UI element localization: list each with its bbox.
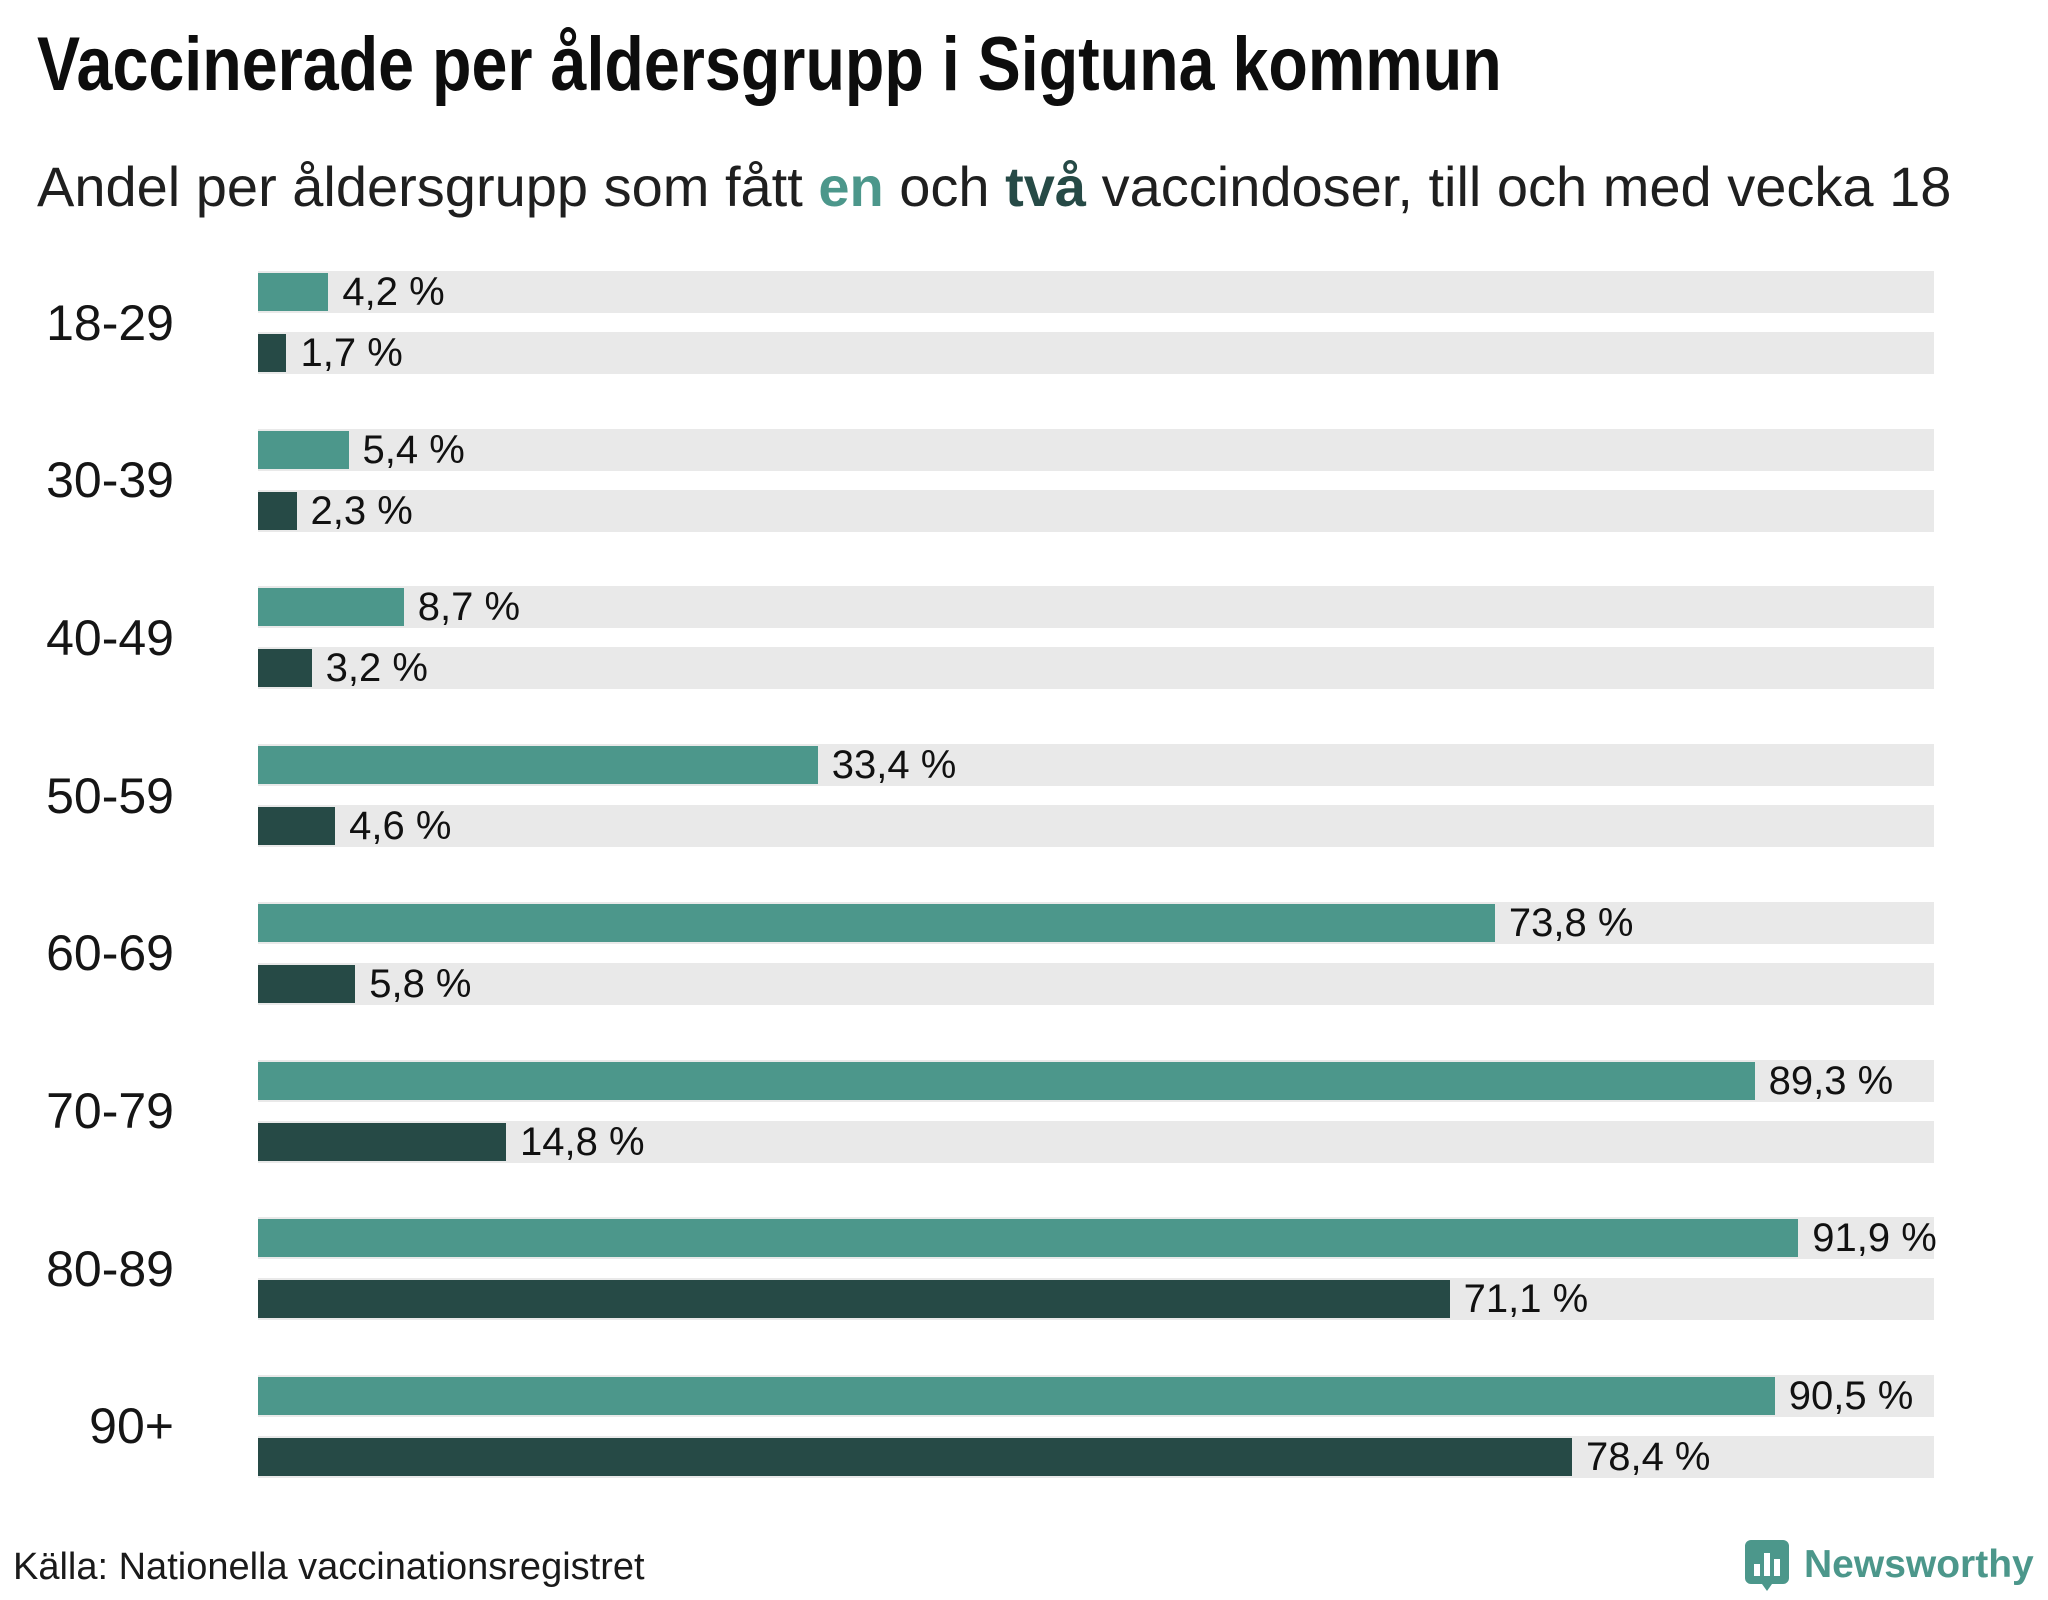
newsworthy-bar-chart-bubble-icon <box>1745 1540 1789 1591</box>
bar-one-dose-40-49 <box>258 588 404 627</box>
category-label-80-89: 80-89 <box>46 1240 174 1297</box>
value-label-two-doses-70-79: 14,8 % <box>520 1119 645 1164</box>
bar-one-dose-90-plus <box>258 1376 1775 1415</box>
bar-two-doses-40-49 <box>258 649 312 688</box>
bar-two-doses-70-79 <box>258 1122 507 1161</box>
legend-label-two-doses: två <box>1005 155 1087 218</box>
bar-two-doses-30-39 <box>258 491 297 530</box>
value-label-two-doses-40-49: 3,2 % <box>325 646 428 691</box>
bar-two-doses-60-69 <box>258 964 356 1003</box>
bar-track-two-doses-30-39 <box>258 489 1934 532</box>
subtitle-text-start: Andel per åldersgrupp som fått <box>37 155 803 218</box>
bar-track-two-doses-50-59 <box>258 805 1934 848</box>
category-label-50-59: 50-59 <box>46 767 174 824</box>
value-label-one-dose-18-29: 4,2 % <box>342 270 445 314</box>
newsworthy-logo: Newsworthy <box>1745 1540 2037 1592</box>
bar-track-one-dose-40-49 <box>258 586 1934 629</box>
bar-one-dose-60-69 <box>258 903 1495 942</box>
category-label-60-69: 60-69 <box>46 925 174 982</box>
value-label-two-doses-80-89: 71,1 % <box>1463 1277 1589 1322</box>
bar-track-one-dose-30-39 <box>258 428 1934 471</box>
chart-title: Vaccinerade per åldersgrupp i Sigtuna ko… <box>37 22 1502 107</box>
value-label-two-doses-50-59: 4,6 % <box>349 804 452 849</box>
category-label-90-plus: 90+ <box>89 1398 174 1455</box>
bar-one-dose-30-39 <box>258 430 349 469</box>
bar-one-dose-70-79 <box>258 1061 1755 1100</box>
value-label-two-doses-18-29: 1,7 % <box>300 331 403 375</box>
value-label-one-dose-80-89: 91,9 % <box>1812 1216 1937 1261</box>
bar-track-two-doses-60-69 <box>258 962 1934 1005</box>
value-label-one-dose-30-39: 5,4 % <box>362 427 465 472</box>
bar-two-doses-18-29 <box>258 334 287 372</box>
brand-name: Newsworthy <box>1804 1543 2034 1586</box>
logo-bar <box>1774 1559 1780 1576</box>
value-label-two-doses-60-69: 5,8 % <box>369 961 472 1006</box>
chart-subtitle: Andel per åldersgrupp som fått en och tv… <box>37 159 1951 215</box>
value-label-one-dose-60-69: 73,8 % <box>1508 900 1634 945</box>
bar-two-doses-90-plus <box>258 1437 1572 1476</box>
logo-bar <box>1764 1553 1770 1576</box>
value-label-two-doses-90-plus: 78,4 % <box>1585 1434 1711 1479</box>
plot-area: 18-29 4,2 % 1,7 % 30-39 5,4 % 2,3 % 40-49 8,7 %… <box>46 270 1937 1479</box>
bar-track-two-doses-40-49 <box>258 647 1934 690</box>
bar-one-dose-18-29 <box>258 273 329 311</box>
value-label-one-dose-90-plus: 90,5 % <box>1788 1373 1914 1418</box>
source-note: Källa: Nationella vaccinationsregistret <box>13 1546 645 1588</box>
category-label-70-79: 70-79 <box>46 1083 174 1139</box>
subtitle-text-end: vaccindoser, till och med vecka 18 <box>1101 155 1952 218</box>
category-label-40-49: 40-49 <box>46 609 174 666</box>
legend-label-one-dose: en <box>818 155 884 218</box>
value-label-one-dose-50-59: 33,4 % <box>831 743 957 788</box>
logo-bar <box>1754 1564 1760 1576</box>
bar-one-dose-80-89 <box>258 1219 1799 1258</box>
subtitle-text-middle: och <box>899 155 990 218</box>
value-label-one-dose-70-79: 89,3 % <box>1768 1058 1894 1103</box>
bar-track-two-doses-18-29 <box>258 332 1934 374</box>
bar-one-dose-50-59 <box>258 746 818 785</box>
value-label-one-dose-40-49: 8,7 % <box>417 585 521 630</box>
bar-track-two-doses-70-79 <box>258 1120 1934 1163</box>
value-label-two-doses-30-39: 2,3 % <box>310 488 413 533</box>
bar-two-doses-80-89 <box>258 1280 1450 1319</box>
bar-track-one-dose-18-29 <box>258 271 1934 313</box>
bar-two-doses-50-59 <box>258 807 336 846</box>
category-label-18-29: 18-29 <box>46 294 174 351</box>
category-label-30-39: 30-39 <box>46 452 174 509</box>
